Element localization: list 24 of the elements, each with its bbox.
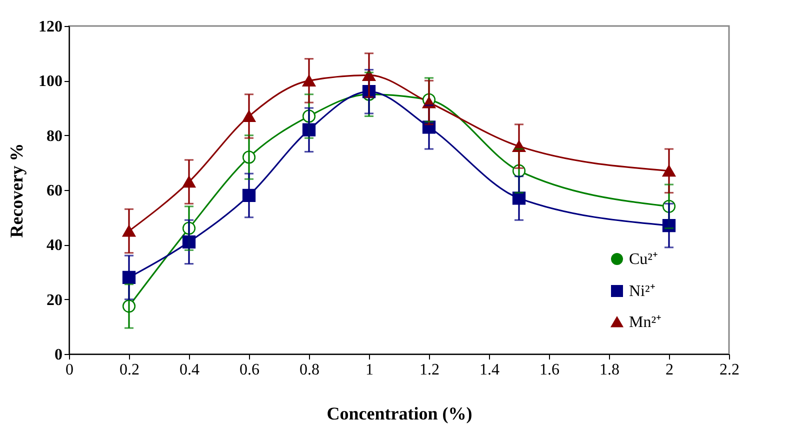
x-tick-label: 0 bbox=[66, 362, 74, 378]
x-tick-label: 0.6 bbox=[240, 362, 260, 378]
x-tick-label: 2.2 bbox=[720, 362, 740, 378]
y-tick-label: 20 bbox=[46, 292, 62, 309]
x-tick-label: 1.4 bbox=[480, 362, 500, 378]
y-tick-label: 100 bbox=[38, 73, 62, 90]
legend-label: Ni²⁺ bbox=[629, 283, 655, 300]
x-axis-title: Concentration (%) bbox=[326, 404, 472, 424]
x-tick-label: 2 bbox=[666, 362, 674, 378]
x-tick-label: 0.2 bbox=[120, 362, 140, 378]
y-tick-label: 40 bbox=[46, 237, 62, 254]
x-tick-label: 1.6 bbox=[540, 362, 560, 378]
x-tick-label: 0.4 bbox=[180, 362, 200, 378]
y-tick-label: 80 bbox=[46, 128, 62, 145]
x-tick-label: 0.8 bbox=[300, 362, 320, 378]
x-tick-label: 1.2 bbox=[420, 362, 440, 378]
x-tick-label: 1 bbox=[366, 362, 374, 378]
y-tick-label: 120 bbox=[38, 18, 62, 36]
y-tick-label: 0 bbox=[54, 346, 62, 364]
x-tick-label: 1.8 bbox=[600, 362, 620, 378]
y-axis-title: Recovery % bbox=[6, 143, 26, 238]
legend-label: Cu²⁺ bbox=[629, 251, 658, 268]
legend-label: Mn²⁺ bbox=[629, 314, 662, 331]
y-tick-label: 60 bbox=[46, 182, 62, 200]
